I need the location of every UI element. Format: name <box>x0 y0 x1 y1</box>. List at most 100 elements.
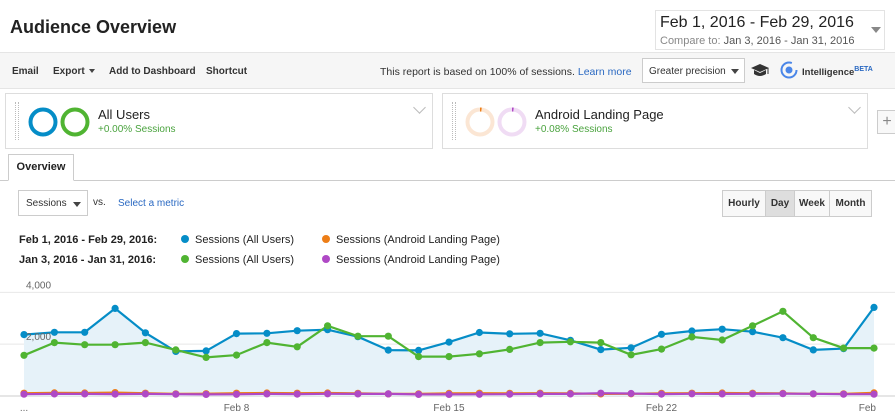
data-point <box>20 331 28 339</box>
legend-dot <box>322 255 330 263</box>
data-point <box>81 341 89 349</box>
export-button[interactable]: Export <box>53 66 95 77</box>
segment-name: All Users <box>98 107 151 122</box>
data-point <box>202 353 210 361</box>
data-point <box>475 350 483 358</box>
day-button[interactable]: Day <box>765 190 795 217</box>
email-button[interactable]: Email <box>12 66 39 77</box>
data-point <box>384 390 392 398</box>
data-point <box>263 329 271 337</box>
chevron-down-icon[interactable] <box>848 101 861 114</box>
data-point <box>263 339 271 347</box>
intelligence-icon[interactable] <box>780 61 798 79</box>
data-point <box>809 346 817 354</box>
data-point <box>688 333 696 341</box>
legend-dot <box>181 255 189 263</box>
data-point <box>688 390 696 398</box>
intelligence-button[interactable]: IntelligenceBETA <box>802 66 873 78</box>
chevron-down-icon[interactable] <box>413 101 426 114</box>
data-point <box>111 304 119 312</box>
data-point <box>536 390 544 398</box>
week-button[interactable]: Week <box>794 190 830 217</box>
add-to-dashboard-button[interactable]: Add to Dashboard <box>109 66 196 77</box>
data-point <box>749 322 757 330</box>
segment-rings-icon <box>465 107 527 137</box>
data-point <box>384 346 392 354</box>
legend-entry[interactable]: Sessions (All Users) <box>181 254 294 266</box>
legend-entry[interactable]: Sessions (Android Landing Page) <box>322 234 500 246</box>
intelligence-label: Intelligence <box>802 67 855 79</box>
data-point <box>20 390 28 398</box>
month-button[interactable]: Month <box>829 190 872 217</box>
series-area <box>24 307 874 396</box>
data-point <box>657 345 666 353</box>
hourly-button[interactable]: Hourly <box>722 190 766 217</box>
chevron-down-icon <box>871 27 881 33</box>
vs-label: vs. <box>93 197 106 208</box>
data-point <box>688 327 696 335</box>
segment-card-all-users[interactable]: All Users +0.00% Sessions <box>5 93 433 149</box>
precision-value: Greater precision <box>649 66 726 77</box>
data-point <box>50 390 59 398</box>
tab-overview[interactable]: Overview <box>8 154 74 181</box>
select-metric-link[interactable]: Select a metric <box>118 198 185 209</box>
data-point <box>232 390 241 398</box>
data-point <box>232 351 241 359</box>
data-point <box>566 338 575 346</box>
segment-change: +0.08% Sessions <box>535 124 613 135</box>
y-tick-label: 4,000 <box>26 280 51 291</box>
beta-badge: BETA <box>854 66 873 73</box>
legend-entry[interactable]: Sessions (All Users) <box>181 234 294 246</box>
data-point <box>657 390 666 398</box>
x-tick-label: ... <box>20 403 28 414</box>
sessions-line-chart: 4,000 2,000... Feb 8 Feb 15 Feb 22 Feb <box>0 280 895 414</box>
precision-select[interactable]: Greater precision <box>642 58 745 83</box>
data-point <box>232 330 241 338</box>
data-point <box>172 346 180 354</box>
sampling-note-text: This report is based on 100% of sessions… <box>380 66 575 78</box>
x-tick-label: Feb <box>859 403 877 414</box>
data-point <box>749 328 757 336</box>
data-point <box>324 322 332 330</box>
segment-name: Android Landing Page <box>535 107 664 122</box>
drag-handle-icon[interactable] <box>452 102 456 140</box>
data-point <box>536 339 544 347</box>
page-title: Audience Overview <box>10 17 177 37</box>
data-point <box>779 307 787 315</box>
data-point <box>172 390 180 398</box>
compare-range: Compare to: Jan 3, 2016 - Jan 31, 2016 <box>660 35 854 47</box>
learn-more-link[interactable]: Learn more <box>577 66 632 78</box>
metric-select[interactable]: Sessions <box>18 190 88 216</box>
data-point <box>50 328 59 336</box>
add-segment-button[interactable]: + <box>877 110 895 134</box>
data-point <box>597 339 605 347</box>
data-point <box>718 336 726 344</box>
x-tick-label: Feb 8 <box>224 403 250 414</box>
data-point <box>141 329 149 337</box>
series-points <box>20 303 878 398</box>
data-point <box>840 344 848 352</box>
segment-rings-icon <box>28 107 90 137</box>
data-point <box>324 390 332 398</box>
segment-card-android-landing-page[interactable]: Android Landing Page +0.08% Sessions <box>442 93 868 149</box>
data-point <box>111 341 119 349</box>
date-range-picker[interactable]: Feb 1, 2016 - Feb 29, 2016 Compare to: J… <box>655 10 885 50</box>
legend-label: Sessions (Android Landing Page) <box>336 254 500 266</box>
data-point <box>293 390 301 398</box>
data-point <box>718 325 726 333</box>
legend-entry[interactable]: Sessions (Android Landing Page) <box>322 254 500 266</box>
legend-range-previous: Jan 3, 2016 - Jan 31, 2016: <box>19 254 156 266</box>
data-point <box>627 351 635 359</box>
data-point <box>597 346 605 354</box>
drag-handle-icon[interactable] <box>15 102 19 140</box>
data-point <box>445 390 453 398</box>
data-point <box>415 353 423 361</box>
data-point <box>415 390 423 398</box>
data-point <box>809 334 817 342</box>
shortcut-button[interactable]: Shortcut <box>206 66 248 77</box>
x-tick-label: Feb 22 <box>646 403 678 414</box>
y-tick-label: 2,000 <box>26 332 51 343</box>
segment-change: +0.00% Sessions <box>98 124 176 135</box>
data-point <box>111 390 119 398</box>
graduation-cap-icon[interactable] <box>750 63 770 79</box>
